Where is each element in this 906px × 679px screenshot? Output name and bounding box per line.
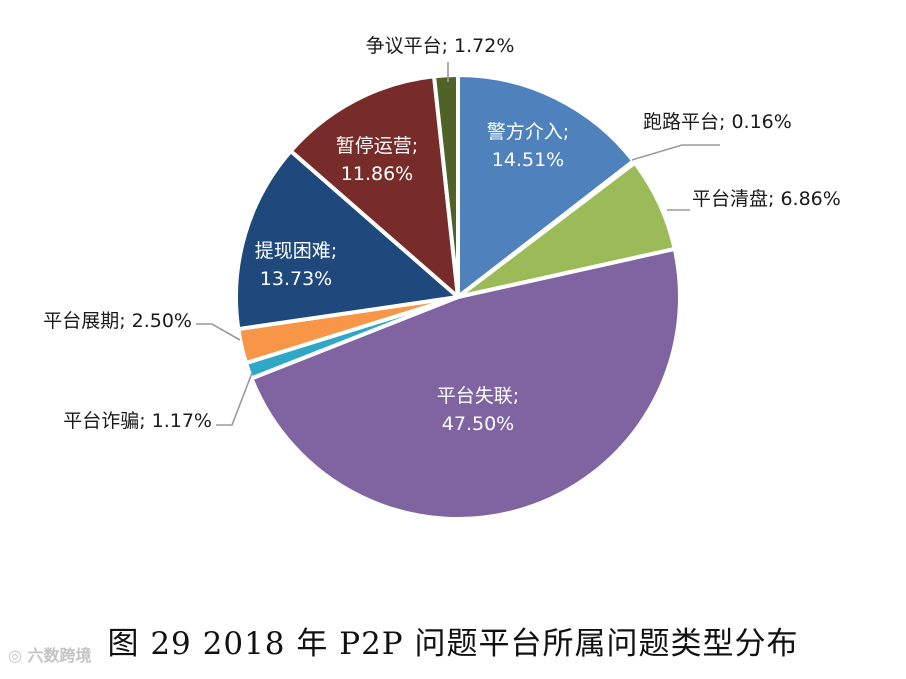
slice-value-label-3: 47.50% (442, 413, 514, 435)
labels-layer: 警方介入; 14.51% 跑路平台; 0.16% 平台清盘; 6.86% 平台失联; 47… (43, 35, 841, 435)
slices-layer (234, 73, 682, 521)
slice-outer-label-5: 平台展期; 2.50% (43, 310, 192, 332)
leader-lines-layer (196, 62, 720, 426)
slice-outer-label-8: 争议平台; 1.72% (366, 35, 515, 57)
slice-outer-label-4: 平台诈骗; 1.17% (63, 410, 212, 432)
slice-outer-label-1: 跑路平台; 0.16% (643, 111, 792, 133)
slice-outer-label-2: 平台清盘; 6.86% (692, 188, 841, 210)
slice-name-label-6: 提现困难; (255, 240, 337, 262)
leader-line-5 (196, 323, 241, 341)
leader-line-1 (631, 144, 720, 161)
figure-caption: 图 29 2018 年 P2P 问题平台所属问题类型分布 (107, 626, 799, 662)
slice-value-label-7: 11.86% (341, 163, 413, 185)
pie-slice-3 (249, 246, 682, 521)
watermark-logo: ◎ 六数跨境 (8, 646, 92, 665)
pie-slice-8 (432, 73, 460, 299)
slice-name-label-7: 暂停运营; (336, 135, 418, 157)
pie-slice-6 (234, 149, 460, 332)
slice-name-label-0: 警方介入; (487, 121, 569, 143)
slice-value-label-6: 13.73% (260, 268, 332, 290)
slice-name-label-3: 平台失联; (437, 385, 519, 407)
leader-line-4 (216, 372, 253, 426)
pie-slice-7 (288, 74, 460, 299)
pie-slice-0 (456, 73, 636, 299)
slice-value-label-0: 14.51% (492, 149, 564, 171)
